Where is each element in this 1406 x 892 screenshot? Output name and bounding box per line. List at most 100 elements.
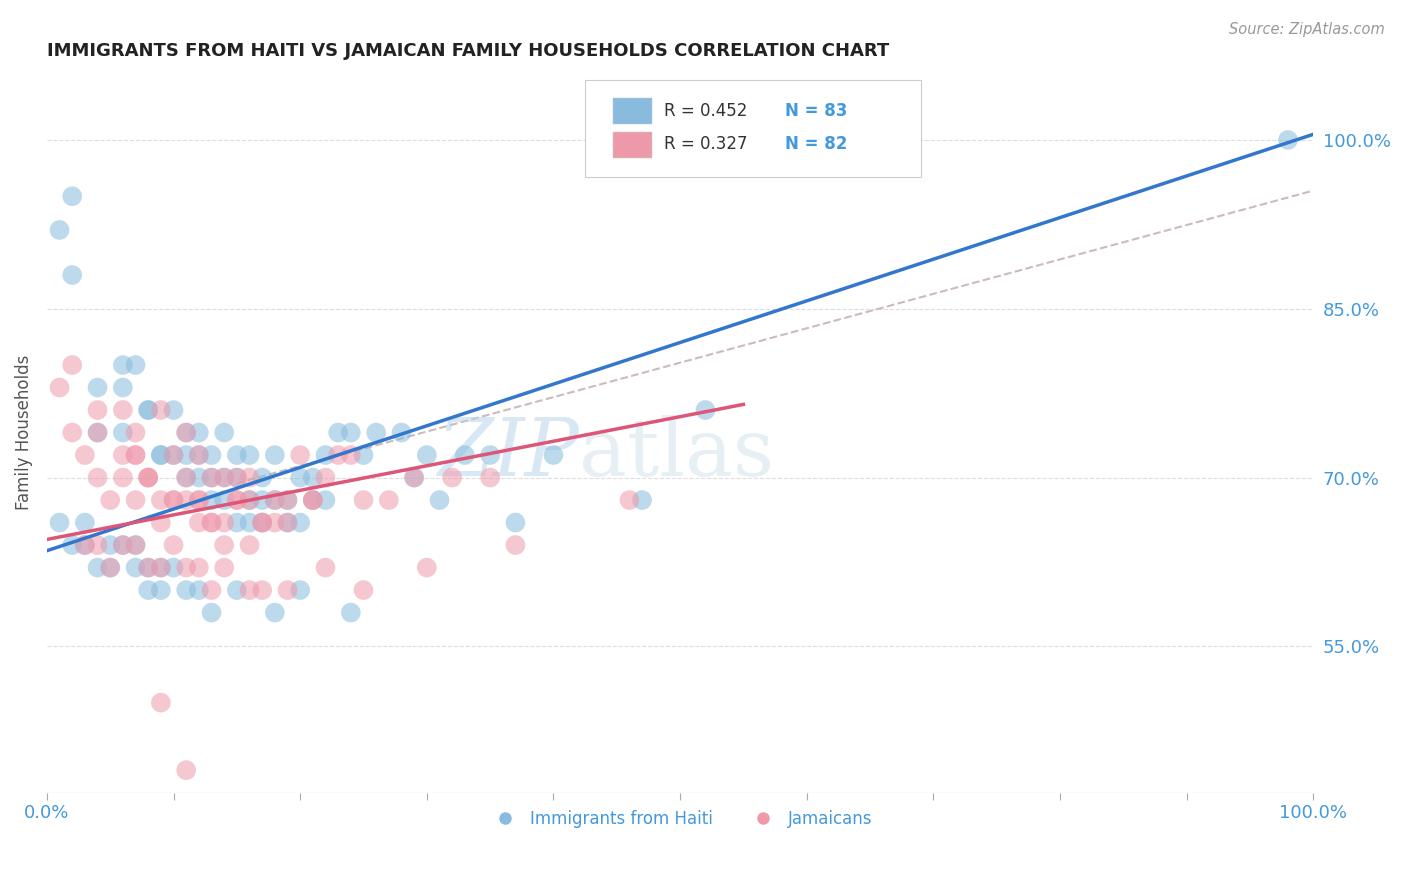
Point bbox=[276, 516, 298, 530]
Point bbox=[149, 560, 172, 574]
Point bbox=[174, 763, 197, 777]
Point bbox=[315, 448, 337, 462]
Point bbox=[315, 470, 337, 484]
Point bbox=[416, 560, 439, 574]
Point bbox=[111, 470, 134, 484]
Point bbox=[124, 493, 146, 508]
Point bbox=[98, 538, 121, 552]
Point bbox=[212, 425, 235, 440]
Point bbox=[212, 538, 235, 552]
Point bbox=[619, 493, 641, 508]
Point bbox=[315, 493, 337, 508]
Point bbox=[111, 538, 134, 552]
Text: N = 83: N = 83 bbox=[785, 102, 848, 120]
Point bbox=[225, 493, 247, 508]
Point bbox=[276, 493, 298, 508]
Point bbox=[86, 560, 108, 574]
Point bbox=[136, 470, 159, 484]
Point bbox=[136, 560, 159, 574]
Point bbox=[263, 516, 285, 530]
Point bbox=[225, 583, 247, 598]
Point bbox=[149, 448, 172, 462]
Point bbox=[162, 538, 184, 552]
Point bbox=[288, 448, 311, 462]
Point bbox=[124, 538, 146, 552]
Point bbox=[200, 606, 222, 620]
Point bbox=[162, 560, 184, 574]
Point bbox=[1277, 133, 1299, 147]
Point bbox=[200, 583, 222, 598]
Point bbox=[340, 606, 363, 620]
Text: N = 82: N = 82 bbox=[785, 136, 848, 153]
Point bbox=[149, 516, 172, 530]
Point bbox=[200, 516, 222, 530]
Point bbox=[250, 516, 273, 530]
Point bbox=[174, 448, 197, 462]
Point bbox=[328, 425, 350, 440]
Point bbox=[136, 583, 159, 598]
Point bbox=[136, 560, 159, 574]
Text: atlas: atlas bbox=[579, 415, 773, 493]
Point bbox=[416, 448, 439, 462]
Point bbox=[631, 493, 654, 508]
Point bbox=[238, 493, 260, 508]
Point bbox=[174, 425, 197, 440]
Point bbox=[238, 583, 260, 598]
Point bbox=[86, 425, 108, 440]
Point bbox=[48, 223, 70, 237]
Point bbox=[124, 448, 146, 462]
Point bbox=[124, 358, 146, 372]
Point bbox=[200, 470, 222, 484]
Point bbox=[238, 493, 260, 508]
Point bbox=[111, 403, 134, 417]
Point bbox=[225, 493, 247, 508]
Point bbox=[479, 470, 502, 484]
Point bbox=[238, 516, 260, 530]
Point bbox=[187, 583, 209, 598]
Point bbox=[162, 493, 184, 508]
Point bbox=[340, 425, 363, 440]
Point bbox=[276, 516, 298, 530]
Point bbox=[174, 560, 197, 574]
Text: IMMIGRANTS FROM HAITI VS JAMAICAN FAMILY HOUSEHOLDS CORRELATION CHART: IMMIGRANTS FROM HAITI VS JAMAICAN FAMILY… bbox=[46, 42, 889, 60]
Point bbox=[111, 380, 134, 394]
FancyBboxPatch shape bbox=[585, 79, 921, 177]
Point bbox=[98, 560, 121, 574]
Point bbox=[225, 470, 247, 484]
Point bbox=[301, 470, 323, 484]
Text: ZIP: ZIP bbox=[437, 416, 579, 493]
Point bbox=[429, 493, 451, 508]
Point bbox=[263, 493, 285, 508]
Point bbox=[111, 358, 134, 372]
Point bbox=[162, 448, 184, 462]
Text: R = 0.452: R = 0.452 bbox=[664, 102, 747, 120]
Point bbox=[124, 538, 146, 552]
Point bbox=[250, 516, 273, 530]
Point bbox=[238, 470, 260, 484]
Point bbox=[263, 448, 285, 462]
Text: R = 0.327: R = 0.327 bbox=[664, 136, 747, 153]
Point bbox=[301, 493, 323, 508]
Point bbox=[288, 583, 311, 598]
Point bbox=[136, 403, 159, 417]
FancyBboxPatch shape bbox=[613, 98, 651, 123]
Point bbox=[124, 425, 146, 440]
Point bbox=[73, 448, 96, 462]
Point bbox=[225, 470, 247, 484]
Point bbox=[174, 493, 197, 508]
Point bbox=[187, 493, 209, 508]
Point bbox=[60, 268, 83, 282]
Point bbox=[276, 583, 298, 598]
Point bbox=[250, 470, 273, 484]
Point bbox=[187, 448, 209, 462]
Point bbox=[174, 470, 197, 484]
Point bbox=[263, 493, 285, 508]
Point bbox=[212, 470, 235, 484]
Point bbox=[187, 560, 209, 574]
Point bbox=[200, 448, 222, 462]
Point bbox=[378, 493, 401, 508]
Point bbox=[250, 583, 273, 598]
Point bbox=[136, 470, 159, 484]
Point bbox=[250, 493, 273, 508]
Y-axis label: Family Households: Family Households bbox=[15, 355, 32, 510]
